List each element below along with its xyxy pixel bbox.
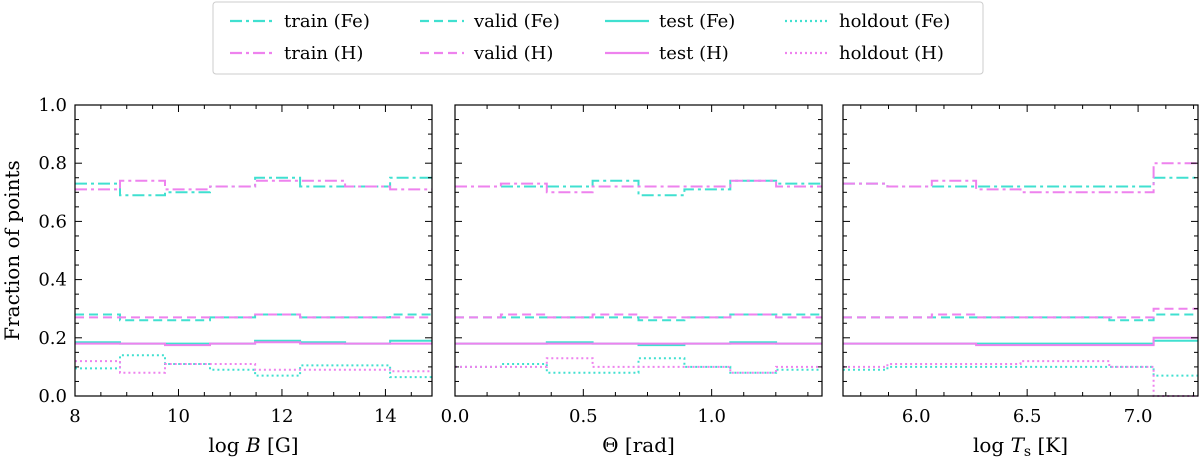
x-tick-label-panel-1: 14 bbox=[374, 406, 397, 427]
series-train-fe-panel-2 bbox=[455, 179, 822, 197]
y-tick-label: 0.8 bbox=[38, 153, 67, 174]
panel-3: 6.0 6.5 7.0 log Ts [K] bbox=[842, 104, 1199, 460]
legend-label-holdout-fe: holdout (Fe) bbox=[839, 11, 950, 32]
y-tick-label: 1.0 bbox=[38, 95, 67, 116]
series-valid-h-panel-3 bbox=[843, 307, 1198, 319]
legend-label-holdout-h: holdout (H) bbox=[839, 43, 944, 64]
x-tick-label-panel-2: 0.0 bbox=[441, 406, 470, 427]
series-test-h-panel-1 bbox=[75, 341, 432, 347]
legend-label-test-fe: test (Fe) bbox=[659, 11, 735, 32]
legend: train (Fe) train (H) valid (Fe) valid (H) te… bbox=[212, 1, 984, 75]
y-axis-label: Fraction of points bbox=[0, 160, 24, 341]
x-axis-label-panel-3: log Ts [K] bbox=[973, 433, 1068, 460]
series-test-h-panel-3 bbox=[843, 336, 1198, 347]
x-axis-label-panel-1: log B [G] bbox=[208, 433, 298, 457]
x-tick-label-panel-1: 8 bbox=[69, 406, 80, 427]
y-tick-label: 0.0 bbox=[38, 386, 67, 407]
x-tick-label-panel-3: 6.0 bbox=[902, 406, 931, 427]
series-holdout-fe-panel-2 bbox=[455, 357, 822, 374]
x-tick-label-panel-1: 12 bbox=[271, 406, 294, 427]
y-tick-label: 0.6 bbox=[38, 211, 67, 232]
legend-label-train-h: train (H) bbox=[284, 43, 363, 64]
x-axis-label-panel-2: Θ [rad] bbox=[602, 433, 675, 457]
series-holdout-h-panel-1 bbox=[75, 360, 432, 374]
series-valid-fe-panel-2 bbox=[455, 313, 822, 322]
x-tick-label-panel-2: 1.0 bbox=[697, 406, 726, 427]
legend-label-valid-h: valid (H) bbox=[473, 43, 553, 64]
x-tick-label-panel-2: 0.5 bbox=[569, 406, 598, 427]
panel-2: 0.0 0.5 1.0 Θ [rad] bbox=[441, 104, 823, 457]
x-tick-label-panel-3: 6.5 bbox=[1013, 406, 1042, 427]
y-tick-label: 0.2 bbox=[38, 328, 67, 349]
legend-label-test-h: test (H) bbox=[659, 43, 729, 64]
panel-1: 0.0 0.2 0.4 0.6 0.8 1.0 8 10 12 14 log B [G] bbox=[38, 95, 433, 457]
series-valid-h-panel-1 bbox=[75, 313, 432, 319]
series-valid-h-panel-2 bbox=[455, 313, 822, 319]
x-tick-label-panel-1: 10 bbox=[167, 406, 190, 427]
y-tick-label: 0.4 bbox=[38, 270, 67, 291]
plot-area: Fraction of points 0.0 0.2 0.4 0.6 0.8 1.0 8 10 1… bbox=[0, 95, 1199, 460]
legend-label-train-fe: train (Fe) bbox=[284, 11, 370, 32]
series-train-h-panel-3 bbox=[843, 162, 1198, 194]
series-train-h-panel-2 bbox=[455, 179, 822, 194]
x-tick-label-panel-3: 7.0 bbox=[1124, 406, 1153, 427]
series-train-h-panel-1 bbox=[75, 179, 432, 191]
legend-label-valid-fe: valid (Fe) bbox=[473, 11, 560, 32]
series-holdout-h-panel-2 bbox=[455, 357, 822, 374]
